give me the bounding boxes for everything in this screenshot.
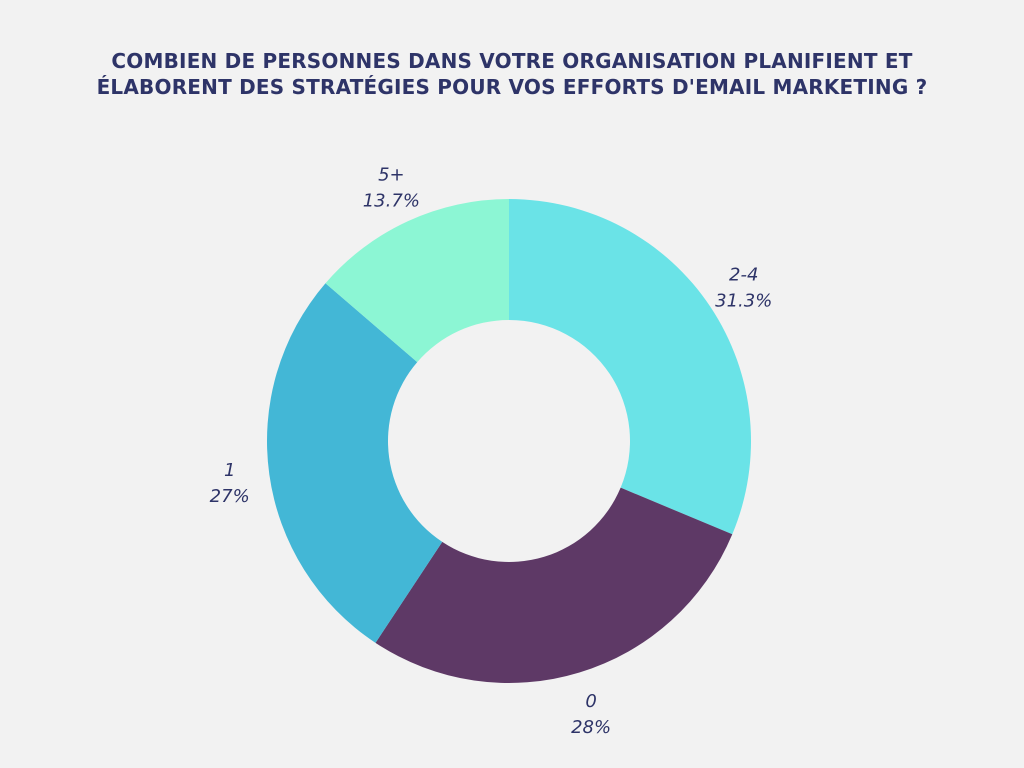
- slice-1: [266, 283, 443, 643]
- chart-title-line-2: ÉLABORENT DES STRATÉGIES POUR VOS EFFORT…: [96, 75, 928, 99]
- chart-title: COMBIEN DE PERSONNES DANS VOTRE ORGANISA…: [0, 48, 1024, 100]
- slice-category-label: 2-4: [729, 265, 758, 286]
- slice-category-label: 1: [224, 460, 235, 481]
- slice-percent-label: 27%: [210, 486, 250, 507]
- slice-category-label: 5+: [378, 165, 405, 186]
- slice-label-2-4: 2-4 31.3%: [715, 265, 772, 312]
- slice-percent-label: 13.7%: [363, 191, 420, 212]
- chart-title-line-1: COMBIEN DE PERSONNES DANS VOTRE ORGANISA…: [111, 49, 913, 73]
- slice-label-5+: 5+ 13.7%: [363, 165, 420, 212]
- slice-5+: [325, 199, 509, 363]
- slice-category-label: 0: [585, 691, 596, 712]
- slice-percent-label: 31.3%: [715, 291, 772, 312]
- slice-label-0: 0 28%: [571, 691, 611, 738]
- slice-percent-label: 28%: [571, 717, 611, 738]
- slice-0: [375, 487, 733, 683]
- slice-label-1: 1 27%: [210, 460, 250, 507]
- donut-slices: [266, 199, 751, 683]
- slice-labels: 2-4 31.3%0 28%1 27%5+ 13.7%: [210, 165, 773, 738]
- slice-2-4: [509, 199, 751, 535]
